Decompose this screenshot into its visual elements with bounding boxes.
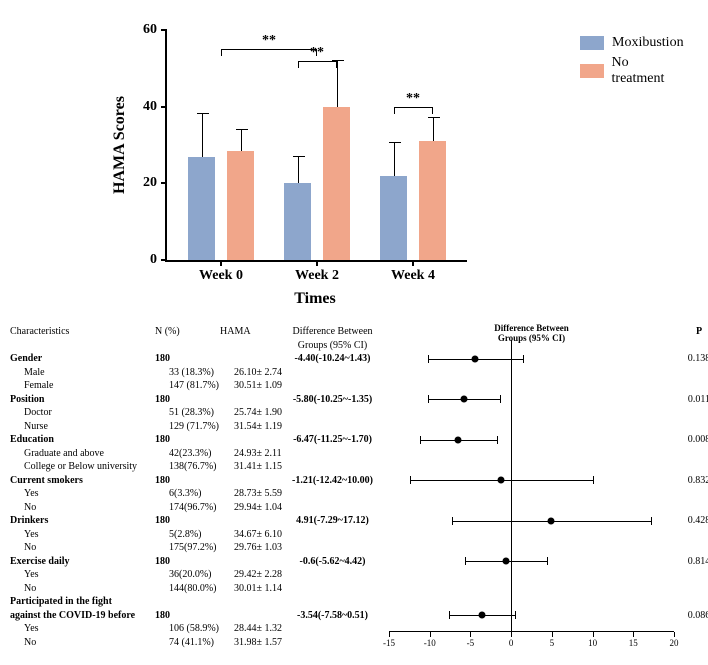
forest-tick-label: 10 bbox=[588, 638, 597, 648]
significance-bracket bbox=[298, 61, 337, 68]
p-value bbox=[674, 406, 708, 420]
p-value bbox=[674, 379, 708, 393]
forest-tick-label: 20 bbox=[670, 638, 679, 648]
p-value bbox=[674, 420, 708, 434]
p-value bbox=[674, 447, 708, 461]
p-value: 0.428 bbox=[674, 514, 708, 528]
y-axis-label: HAMA Scores bbox=[111, 96, 129, 194]
table-row: Graduate and above42(23.3%)24.93± 2.11 bbox=[10, 447, 389, 461]
characteristics-table: CharacteristicsN (%)HAMADifference Betwe… bbox=[10, 325, 389, 650]
p-value: 0.008 bbox=[674, 433, 708, 447]
y-tick-label: 20 bbox=[143, 175, 157, 191]
table-row: No175(97.2%)29.76± 1.03 bbox=[10, 541, 389, 555]
bar bbox=[419, 141, 446, 260]
x-tick-label: Week 4 bbox=[391, 268, 435, 284]
legend-label: No treatment bbox=[612, 55, 684, 87]
table-row: Female147 (81.7%)30.51± 1.09 bbox=[10, 379, 389, 393]
significance-label: ** bbox=[406, 91, 420, 107]
significance-bracket bbox=[221, 49, 317, 56]
p-value bbox=[674, 595, 708, 609]
significance-bracket bbox=[394, 107, 433, 114]
forest-axis: -15-10-505101520 bbox=[389, 631, 674, 632]
p-column: P 0.138 0.011 0.008 0.832 0.428 0.814 0.086 bbox=[674, 325, 708, 650]
table-row: College or Below university138(76.7%)31.… bbox=[10, 460, 389, 474]
x-tick-label: Week 0 bbox=[199, 268, 243, 284]
x-tick-label: Week 2 bbox=[295, 268, 339, 284]
y-tick-label: 60 bbox=[143, 22, 157, 38]
table-row: Exercise daily180-0.6(-5.62~4.42) bbox=[10, 555, 389, 569]
forest-tick-label: -15 bbox=[383, 638, 395, 648]
forest-tick-label: -10 bbox=[424, 638, 436, 648]
table-row: Male33 (18.3%)26.10± 2.74 bbox=[10, 366, 389, 380]
p-value: 0.814 bbox=[674, 555, 708, 569]
p-value bbox=[674, 636, 708, 650]
p-value: 0.138 bbox=[674, 352, 708, 366]
table-row: Position180-5.80(-10.25~-1.35) bbox=[10, 393, 389, 407]
p-value bbox=[674, 622, 708, 636]
table-row: Groups (95% CI) bbox=[10, 339, 389, 353]
table-row: Nurse129 (71.7%)31.54± 1.19 bbox=[10, 420, 389, 434]
bar bbox=[323, 107, 350, 260]
p-value bbox=[674, 487, 708, 501]
bar-chart: HAMA Scores 0 20 40 60 Week 0 Week 2 Week 4 ** *… bbox=[70, 10, 570, 320]
table-row: Yes5(2.8%)34.67± 6.10 bbox=[10, 528, 389, 542]
table-row: CharacteristicsN (%)HAMADifference Betwe… bbox=[10, 325, 389, 339]
forest-ref-line bbox=[511, 340, 512, 632]
table-row: Yes36(20.0%)29.42± 2.28 bbox=[10, 568, 389, 582]
significance-label: ** bbox=[262, 33, 276, 49]
table-row: No144(80.0%)30.01± 1.14 bbox=[10, 582, 389, 596]
p-value bbox=[674, 568, 708, 582]
lower-panel: CharacteristicsN (%)HAMADifference Betwe… bbox=[10, 325, 698, 650]
forest-tick-label: 15 bbox=[629, 638, 638, 648]
table-row: Doctor51 (28.3%)25.74± 1.90 bbox=[10, 406, 389, 420]
p-value bbox=[674, 366, 708, 380]
bar bbox=[227, 151, 254, 260]
x-axis-label: Times bbox=[294, 290, 335, 308]
p-value: P bbox=[674, 325, 708, 339]
p-value bbox=[674, 528, 708, 542]
table-row: Drinkers1804.91(-7.29~17.12) bbox=[10, 514, 389, 528]
table-row: No74 (41.1%)31.98± 1.57 bbox=[10, 636, 389, 650]
table-row: No174(96.7%)29.94± 1.04 bbox=[10, 501, 389, 515]
y-tick-label: 0 bbox=[150, 252, 157, 268]
legend-item: No treatment bbox=[580, 55, 684, 87]
table-row: against the COVID-19 before180-3.54(-7.5… bbox=[10, 609, 389, 623]
forest-tick-label: 0 bbox=[509, 638, 514, 648]
forest-title: Difference BetweenGroups (95% CI) bbox=[389, 323, 674, 343]
bar bbox=[284, 183, 311, 260]
bar bbox=[380, 176, 407, 260]
bar bbox=[188, 157, 215, 261]
table-row: Yes6(3.3%)28.73± 5.59 bbox=[10, 487, 389, 501]
forest-plot: Difference BetweenGroups (95% CI) -15-10… bbox=[389, 325, 674, 650]
table-row: Gender180-4.40(-10.24~1.43) bbox=[10, 352, 389, 366]
table-row: Education180-6.47(-11.25~-1.70) bbox=[10, 433, 389, 447]
p-value bbox=[674, 501, 708, 515]
table-row: Yes106 (58.9%)28.44± 1.32 bbox=[10, 622, 389, 636]
p-value: 0.086 bbox=[674, 609, 708, 623]
p-value bbox=[674, 339, 708, 353]
forest-tick-label: -5 bbox=[467, 638, 475, 648]
p-value bbox=[674, 460, 708, 474]
legend-label: Moxibustion bbox=[612, 35, 684, 51]
plot-area: 0204060Week 0Week 2Week 4****** bbox=[165, 30, 467, 262]
p-value bbox=[674, 541, 708, 555]
legend-swatch bbox=[580, 36, 604, 50]
table-row: Current smokers180-1.21(-12.42~10.00) bbox=[10, 474, 389, 488]
table-row: Participated in the fight bbox=[10, 595, 389, 609]
p-value: 0.832 bbox=[674, 474, 708, 488]
forest-tick-label: 5 bbox=[550, 638, 555, 648]
p-value: 0.011 bbox=[674, 393, 708, 407]
legend-swatch bbox=[580, 64, 604, 78]
significance-label: ** bbox=[310, 45, 324, 61]
legend-item: Moxibustion bbox=[580, 35, 684, 51]
p-value bbox=[674, 582, 708, 596]
legend: Moxibustion No treatment bbox=[580, 35, 684, 91]
y-tick-label: 40 bbox=[143, 99, 157, 115]
